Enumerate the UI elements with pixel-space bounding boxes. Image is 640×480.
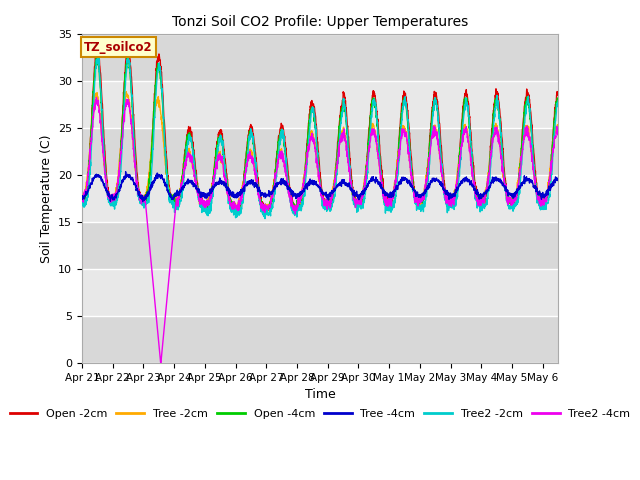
Bar [82,175,558,222]
Bar [82,81,558,128]
Bar [82,128,558,175]
Bar [82,316,558,363]
Title: Tonzi Soil CO2 Profile: Upper Temperatures: Tonzi Soil CO2 Profile: Upper Temperatur… [172,15,468,29]
Bar [82,222,558,269]
Legend: Open -2cm, Tree -2cm, Open -4cm, Tree -4cm, Tree2 -2cm, Tree2 -4cm: Open -2cm, Tree -2cm, Open -4cm, Tree -4… [5,404,635,423]
Text: TZ_soilco2: TZ_soilco2 [84,41,153,54]
Y-axis label: Soil Temperature (C): Soil Temperature (C) [40,134,52,263]
X-axis label: Time: Time [305,388,335,401]
Bar [82,269,558,316]
Bar [82,35,558,81]
